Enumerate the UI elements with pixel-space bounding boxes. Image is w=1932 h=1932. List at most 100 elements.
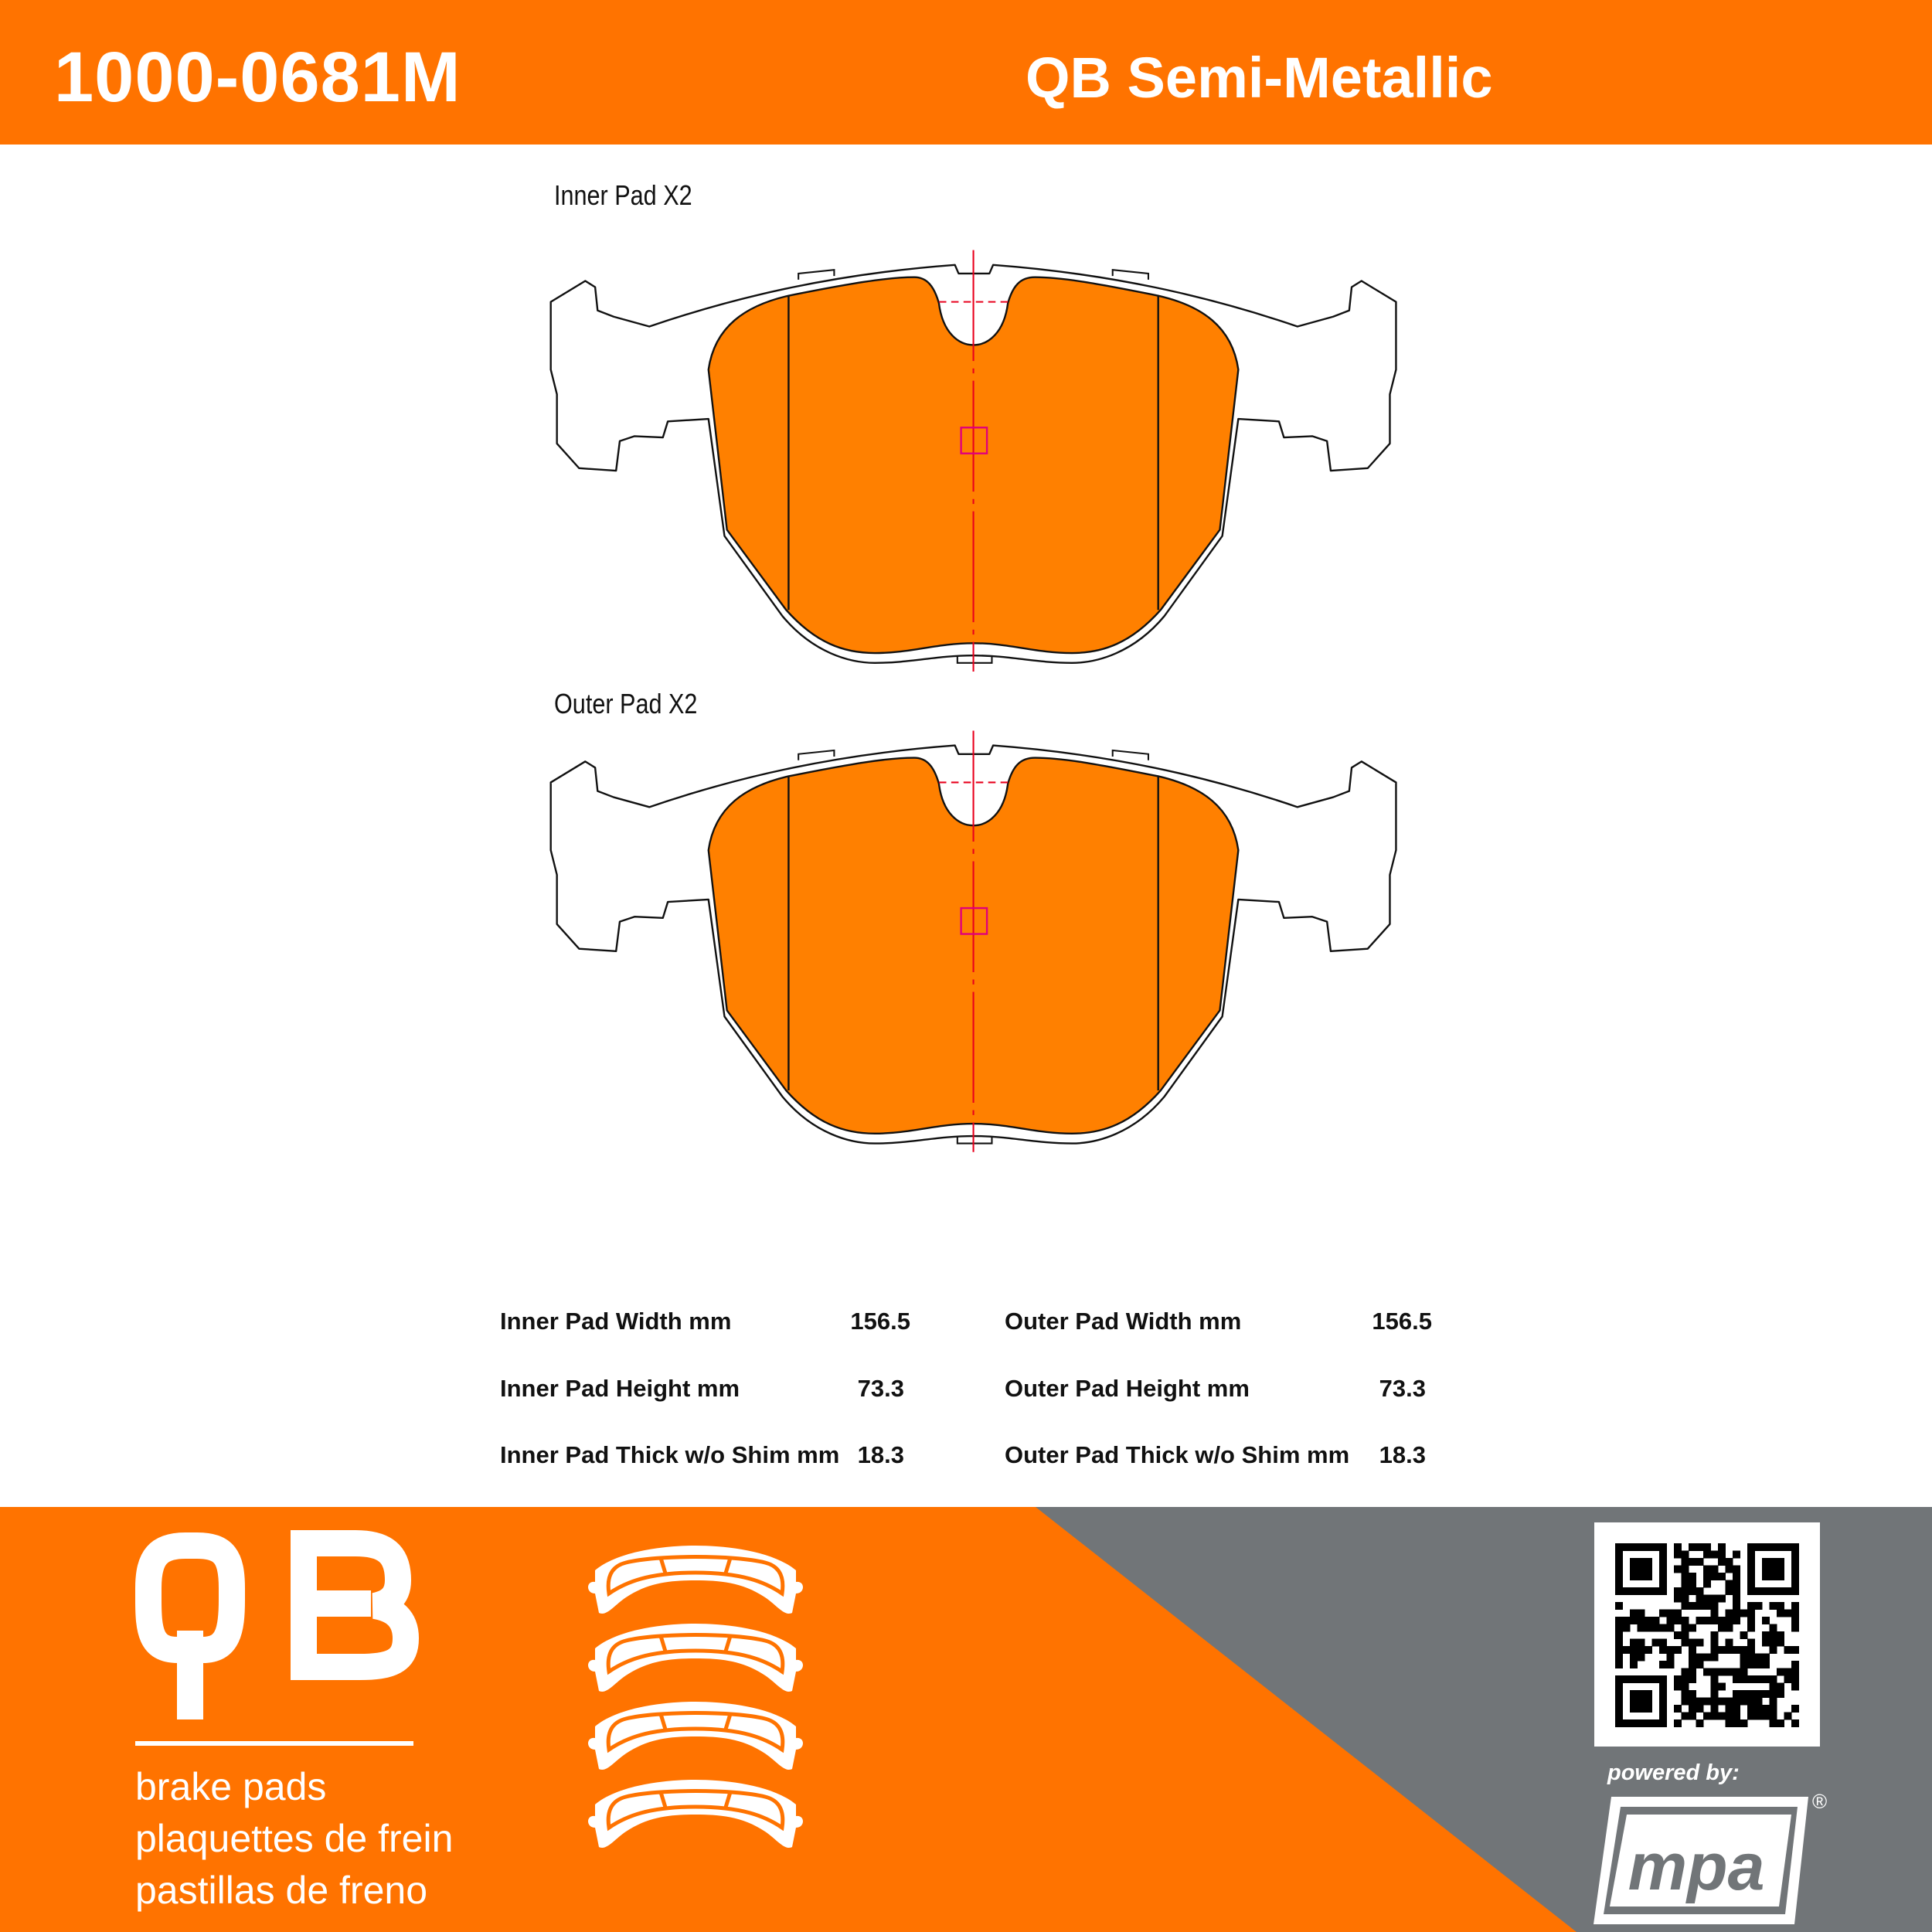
qr-module	[1696, 1617, 1704, 1624]
qr-module	[1733, 1594, 1740, 1603]
qr-module	[1777, 1543, 1784, 1551]
spec-value: 18.3	[1379, 1441, 1426, 1468]
qr-module	[1718, 1550, 1726, 1559]
qr-module	[1769, 1558, 1777, 1566]
qr-module	[1659, 1609, 1667, 1617]
qr-module	[1769, 1682, 1777, 1691]
qr-module	[1791, 1617, 1799, 1624]
qr-module	[1681, 1697, 1689, 1706]
qr-module	[1689, 1653, 1696, 1662]
qr-module	[1703, 1594, 1711, 1603]
qr-module	[1689, 1668, 1696, 1676]
qr-module	[1637, 1617, 1645, 1624]
qr-module	[1733, 1580, 1740, 1588]
qr-module	[1689, 1646, 1696, 1654]
qr-module	[1696, 1661, 1704, 1668]
qr-module	[1637, 1609, 1645, 1617]
qr-module	[1777, 1587, 1784, 1595]
qr-module	[1645, 1719, 1652, 1727]
qr-module	[1762, 1675, 1770, 1683]
qr-module	[1651, 1543, 1660, 1551]
qr-module	[1681, 1712, 1689, 1720]
qr-module	[1740, 1609, 1748, 1617]
qr-module	[1674, 1675, 1682, 1683]
qr-module	[1666, 1661, 1675, 1668]
qr-module	[1791, 1558, 1799, 1566]
spec-value: 73.3	[857, 1375, 904, 1402]
qr-module	[1615, 1550, 1623, 1559]
qr-module	[1659, 1573, 1667, 1580]
qr-module	[1747, 1602, 1755, 1610]
qr-module	[1674, 1565, 1682, 1573]
spec-label: Inner Pad Thick w/o Shim mm	[500, 1441, 840, 1468]
qr-module	[1703, 1697, 1711, 1706]
qr-module	[1740, 1661, 1748, 1668]
qr-module	[1733, 1668, 1740, 1676]
qr-module	[1725, 1609, 1733, 1617]
qr-module	[1689, 1697, 1696, 1706]
qr-module	[1762, 1712, 1770, 1720]
qr-module	[1747, 1697, 1755, 1706]
qr-module	[1754, 1543, 1763, 1551]
qr-module	[1710, 1646, 1719, 1654]
qr-module	[1637, 1705, 1645, 1713]
qr-module	[1681, 1558, 1689, 1566]
qr-module	[1747, 1543, 1755, 1551]
qr-module	[1762, 1573, 1770, 1580]
qr-module	[1740, 1697, 1748, 1706]
qr-module	[1769, 1631, 1777, 1639]
spec-label: Outer Pad Width mm	[1005, 1308, 1242, 1335]
qr-module	[1645, 1587, 1652, 1595]
qr-module	[1718, 1558, 1726, 1566]
qr-module	[1769, 1543, 1777, 1551]
qr-module	[1689, 1543, 1696, 1551]
qr-module	[1754, 1675, 1763, 1683]
qr-module	[1674, 1550, 1682, 1559]
qr-module	[1645, 1558, 1652, 1566]
qr-module	[1630, 1543, 1638, 1551]
qr-module	[1689, 1712, 1696, 1720]
qr-module	[1703, 1668, 1711, 1676]
qr-module	[1791, 1602, 1799, 1610]
qr-module	[1791, 1580, 1799, 1588]
header-bar	[0, 0, 1932, 145]
spec-label: Inner Pad Width mm	[500, 1308, 732, 1335]
qr-module	[1659, 1675, 1667, 1683]
qr-module	[1718, 1712, 1726, 1720]
qr-module	[1777, 1573, 1784, 1580]
qr-module	[1622, 1543, 1631, 1551]
qr-module	[1718, 1617, 1726, 1624]
qr-module	[1769, 1646, 1777, 1654]
qr-module	[1769, 1638, 1777, 1647]
qr-module	[1659, 1705, 1667, 1713]
qr-module	[1637, 1697, 1645, 1706]
qr-module	[1784, 1668, 1792, 1676]
qr-module	[1733, 1712, 1740, 1720]
qr-module	[1659, 1543, 1667, 1551]
qr-module	[1659, 1580, 1667, 1588]
qr-module	[1615, 1587, 1623, 1595]
qr-module	[1703, 1653, 1711, 1662]
qr-module	[1651, 1617, 1660, 1624]
qr-module	[1681, 1631, 1689, 1639]
qr-module	[1791, 1565, 1799, 1573]
qr-module	[1762, 1661, 1770, 1668]
qr-module	[1689, 1587, 1696, 1595]
qr-module	[1747, 1609, 1755, 1617]
qr-module	[1615, 1682, 1623, 1691]
qr-module	[1630, 1719, 1638, 1727]
qr-module	[1777, 1668, 1784, 1676]
qr-module	[1784, 1646, 1792, 1654]
qr-module	[1769, 1675, 1777, 1683]
qr-module	[1718, 1624, 1726, 1632]
qr-module	[1718, 1594, 1726, 1603]
qr-module	[1651, 1638, 1660, 1647]
qr-module	[1637, 1543, 1645, 1551]
qr-module	[1659, 1638, 1667, 1647]
footer-line-english: brake pads	[135, 1765, 327, 1808]
qr-module	[1696, 1587, 1704, 1595]
qr-module	[1754, 1653, 1763, 1662]
qr-module	[1747, 1580, 1755, 1588]
qr-module	[1747, 1712, 1755, 1720]
qr-module	[1674, 1587, 1682, 1595]
